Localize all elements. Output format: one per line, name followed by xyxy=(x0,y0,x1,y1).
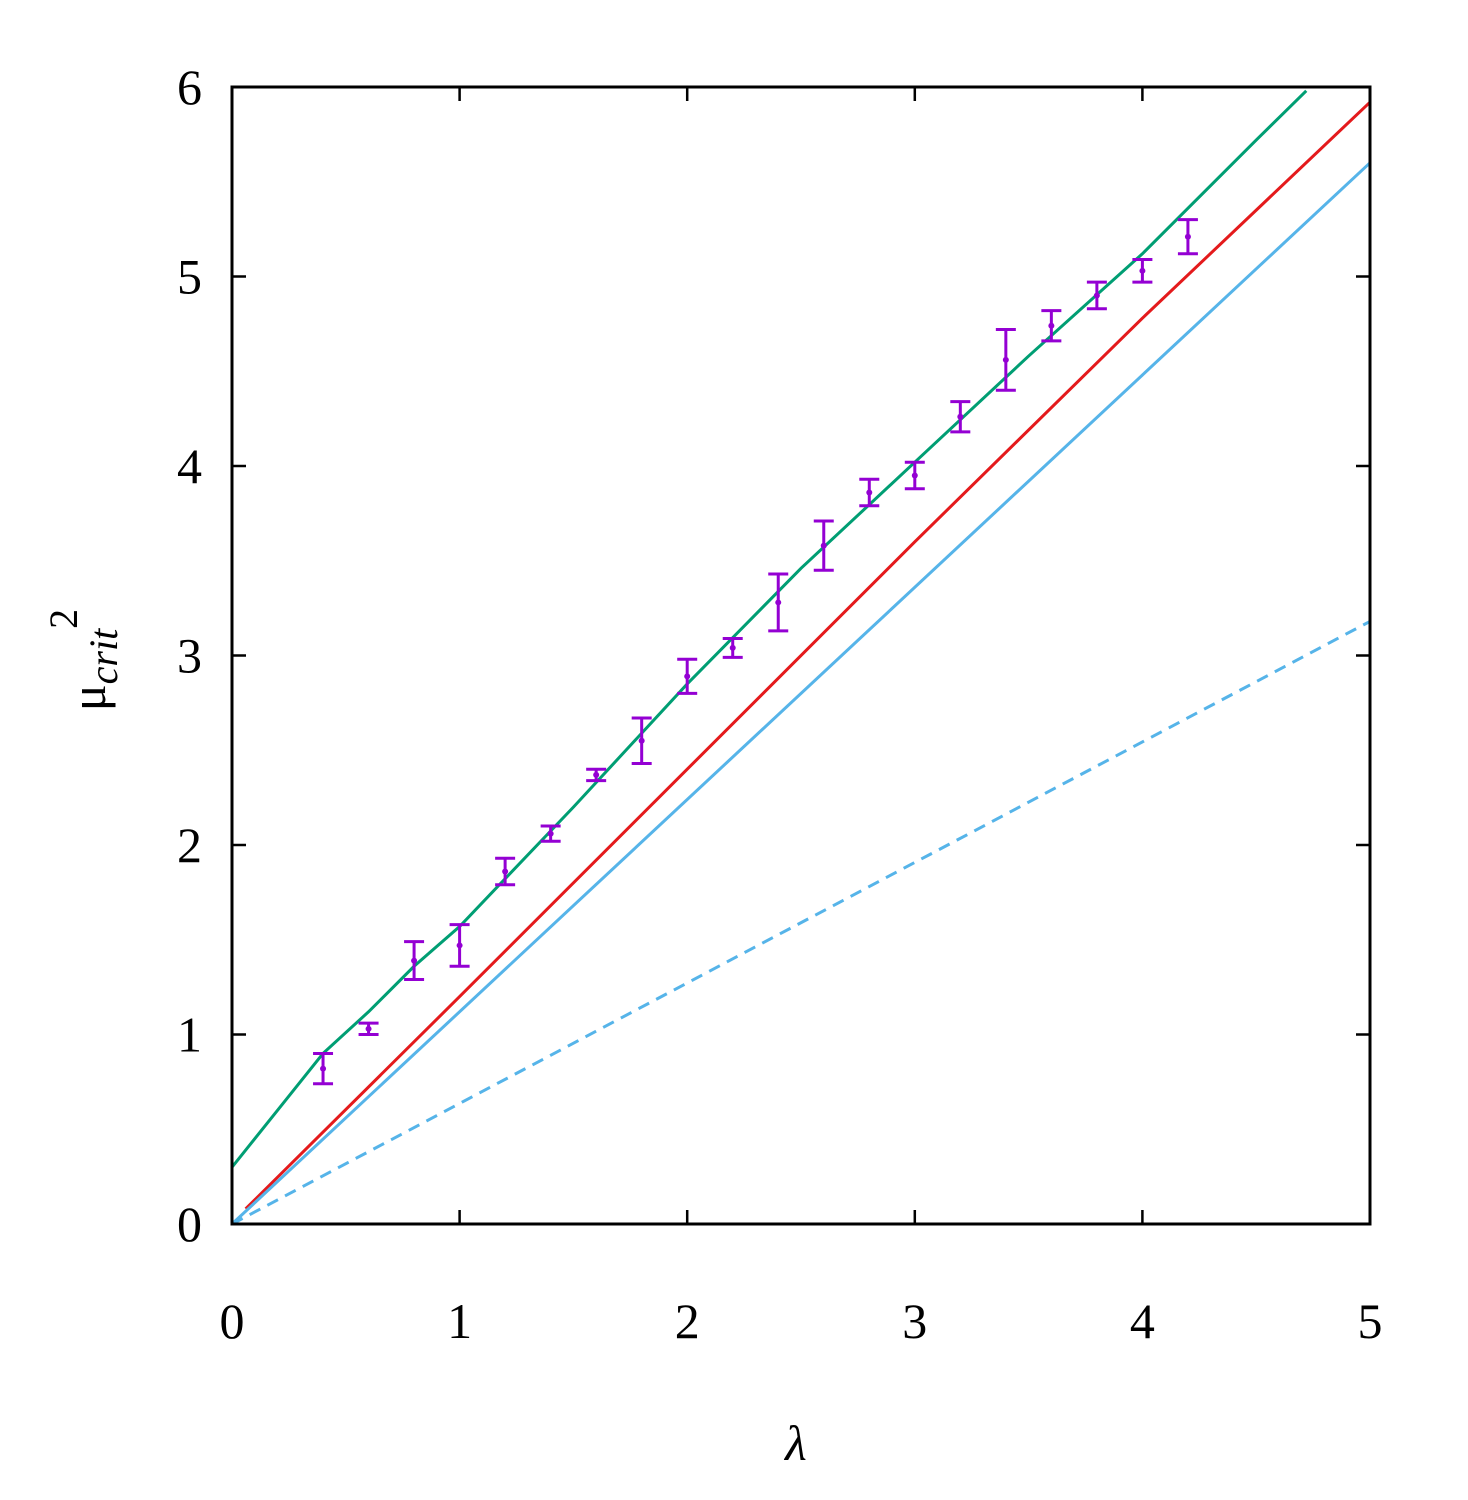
x-axis-label: λ xyxy=(783,1415,807,1471)
data-point xyxy=(320,1065,327,1072)
x-tick-label: 2 xyxy=(675,1293,700,1349)
y-axis-label: μcrit2 xyxy=(41,609,126,711)
y-label-subscript: crit xyxy=(81,628,126,684)
data-point xyxy=(593,771,600,778)
y-tick-label: 4 xyxy=(177,438,202,494)
x-tick-label: 1 xyxy=(447,1293,472,1349)
x-tick-label: 4 xyxy=(1130,1293,1155,1349)
y-tick-label: 2 xyxy=(177,817,202,873)
data-point xyxy=(911,472,918,479)
line xyxy=(244,101,1372,1210)
data-point xyxy=(502,868,509,875)
y-tick-label: 0 xyxy=(177,1196,202,1252)
x-tick-label: 0 xyxy=(220,1293,245,1349)
data-point xyxy=(1002,356,1009,363)
line xyxy=(230,161,1372,1226)
x-tick-label: 3 xyxy=(902,1293,927,1349)
plot-frame xyxy=(230,85,1372,1226)
y-tick-label: 3 xyxy=(177,628,202,684)
data-point xyxy=(1139,267,1146,274)
x-tick-label: 5 xyxy=(1358,1293,1383,1349)
data-point xyxy=(411,957,418,964)
data-point xyxy=(957,413,964,420)
line xyxy=(231,620,1371,1226)
y-label-base: μ xyxy=(60,684,116,711)
data-point xyxy=(866,489,873,496)
y-tick-label: 5 xyxy=(177,249,202,305)
data-point xyxy=(1093,292,1100,299)
data-point xyxy=(684,673,691,680)
data-point xyxy=(820,542,827,549)
y-tick-label: 1 xyxy=(177,1007,202,1063)
data-point xyxy=(1048,322,1055,329)
data-point xyxy=(775,599,782,606)
line xyxy=(230,89,1308,1169)
data-point xyxy=(456,942,463,949)
data-point xyxy=(729,644,736,651)
data-point xyxy=(1184,233,1191,240)
data-point xyxy=(638,737,645,744)
y-tick-label: 6 xyxy=(177,59,202,115)
data-point xyxy=(547,830,554,837)
data-point xyxy=(365,1025,372,1032)
y-label-superscript: 2 xyxy=(41,609,86,629)
